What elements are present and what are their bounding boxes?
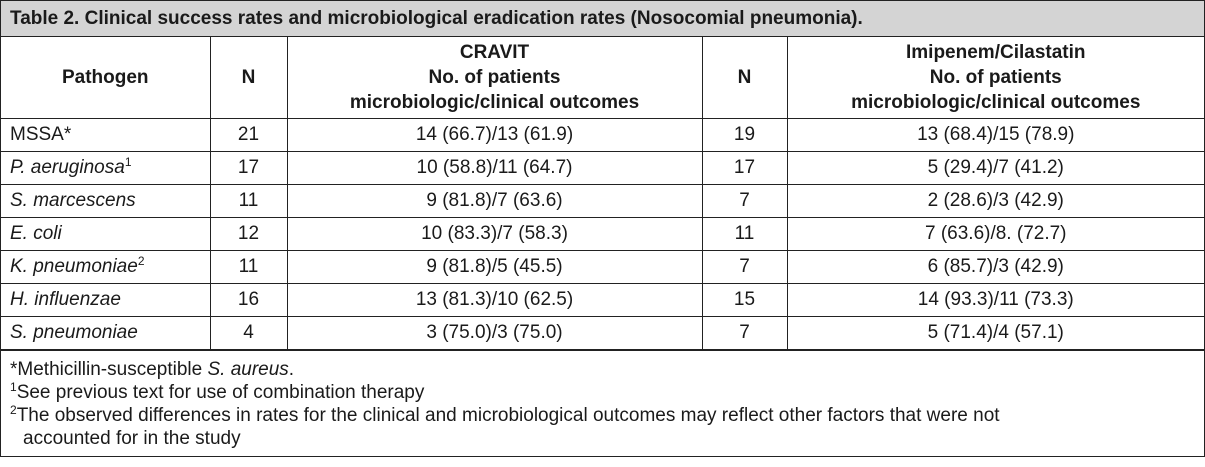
table-row: S. marcescens 11 9 (81.8)/7 (63.6) 7 2 (28.6… [1,184,1204,218]
pathogen-name: MSSA* [10,124,72,145]
footnote-mssa-period: . [288,359,295,380]
footnote-1: 1See previous text for use of combinatio… [10,381,1204,404]
cell-pathogen: K. pneumoniae2 [1,250,211,284]
cell-n-cravit: 21 [209,118,288,152]
cell-cravit-outcome: 13 (81.3)/10 (62.5) [286,283,703,317]
header-imipenem-line3: microbiologic/clinical outcomes [851,92,1141,113]
footnote-mssa-species: S. aureus [207,359,289,380]
header-imipenem-line2: No. of patients [929,67,1062,88]
cell-pathogen: E. coli [1,217,211,251]
cell-imipenem-outcome: 5 (71.4)/4 (57.1) [786,316,1204,350]
header-n-imipenem: N [701,37,788,119]
cell-cravit-outcome: 14 (66.7)/13 (61.9) [286,118,703,152]
cell-pathogen: H. influenzae [1,283,211,317]
cell-n-imipenem: 7 [701,184,788,218]
cell-n-imipenem: 11 [701,217,788,251]
header-n-cravit: N [209,37,288,119]
footnote-mssa-text: *Methicillin-susceptible [10,359,208,380]
footnote-2-mark: 2 [10,403,17,417]
pathogen-footnote-mark: 1 [124,155,132,169]
header-row: Pathogen N CRAVIT No. of patients microb… [1,37,1204,119]
table-row: S. pneumoniae 4 3 (75.0)/3 (75.0) 7 5 (71.4)… [1,316,1204,350]
header-cravit-line3: microbiologic/clinical outcomes [349,92,640,113]
cell-cravit-outcome: 10 (83.3)/7 (58.3) [286,217,703,251]
cell-n-imipenem: 7 [701,250,788,284]
cell-imipenem-outcome: 5 (29.4)/7 (41.2) [786,151,1204,185]
header-cravit: CRAVIT No. of patients microbiologic/cli… [286,37,703,119]
cell-pathogen: S. marcescens [1,184,211,218]
table-row: H. influenzae 16 13 (81.3)/10 (62.5) 15 14 (… [1,283,1204,317]
cell-imipenem-outcome: 2 (28.6)/3 (42.9) [786,184,1204,218]
cell-pathogen: S. pneumoniae [1,316,211,350]
header-cravit-line1: CRAVIT [459,42,530,63]
cell-n-cravit: 17 [209,151,288,185]
pathogen-name: S. pneumoniae [10,322,138,343]
footnote-2: 2The observed differences in rates for t… [10,404,1204,427]
cell-n-cravit: 11 [209,184,288,218]
cell-imipenem-outcome: 14 (93.3)/11 (73.3) [786,283,1204,317]
cell-n-imipenem: 7 [701,316,788,350]
cell-cravit-outcome: 3 (75.0)/3 (75.0) [286,316,703,350]
pathogen-name: S. marcescens [10,190,136,211]
footnote-2-continued: accounted for in the study [23,428,241,449]
footnote-1-text: See previous text for use of combination… [16,382,425,403]
cell-pathogen: P. aeruginosa1 [1,151,211,185]
cell-imipenem-outcome: 13 (68.4)/15 (78.9) [786,118,1204,152]
cell-n-cravit: 12 [209,217,288,251]
clinical-table-container: Table 2. Clinical success rates and micr… [0,0,1205,457]
table-row: K. pneumoniae2 11 9 (81.8)/5 (45.5) 7 6 (85.… [1,250,1204,284]
table-body: MSSA* 21 14 (66.7)/13 (61.9) 19 13 (68.4)/15… [1,118,1204,350]
table-caption: Table 2. Clinical success rates and micr… [1,1,1204,37]
cell-n-cravit: 16 [209,283,288,317]
footnote-2-text-line1: The observed differences in rates for th… [16,405,1000,426]
cell-imipenem-outcome: 7 (63.6)/8. (72.7) [786,217,1204,251]
cell-cravit-outcome: 9 (81.8)/7 (63.6) [286,184,703,218]
cell-n-cravit: 11 [209,250,288,284]
pathogen-name: E. coli [10,223,62,244]
cell-n-imipenem: 19 [701,118,788,152]
cell-n-imipenem: 17 [701,151,788,185]
header-cravit-line2: No. of patients [428,67,561,88]
footnotes: *Methicillin-susceptible S. aureus. 1See… [1,350,1204,456]
pathogen-name: K. pneumoniae [10,256,138,277]
cell-pathogen: MSSA* [1,118,211,152]
header-imipenem: Imipenem/Cilastatin No. of patients micr… [786,37,1204,119]
pathogen-footnote-mark: 2 [137,254,145,268]
header-pathogen: Pathogen [1,37,211,119]
results-table: Pathogen N CRAVIT No. of patients microb… [1,37,1204,350]
cell-n-cravit: 4 [209,316,288,350]
cell-imipenem-outcome: 6 (85.7)/3 (42.9) [786,250,1204,284]
footnote-mssa: *Methicillin-susceptible S. aureus. [10,358,1204,381]
table-row: P. aeruginosa1 17 10 (58.8)/11 (64.7) 17 5 (… [1,151,1204,185]
table-row: MSSA* 21 14 (66.7)/13 (61.9) 19 13 (68.4)/15… [1,118,1204,152]
footnote-1-mark: 1 [10,380,17,394]
header-imipenem-line1: Imipenem/Cilastatin [906,42,1086,63]
pathogen-name: P. aeruginosa [10,157,125,178]
table-row: E. coli 12 10 (83.3)/7 (58.3) 11 7 (63.6)/8.… [1,217,1204,251]
cell-cravit-outcome: 10 (58.8)/11 (64.7) [286,151,703,185]
cell-cravit-outcome: 9 (81.8)/5 (45.5) [286,250,703,284]
pathogen-name: H. influenzae [10,289,121,310]
cell-n-imipenem: 15 [701,283,788,317]
